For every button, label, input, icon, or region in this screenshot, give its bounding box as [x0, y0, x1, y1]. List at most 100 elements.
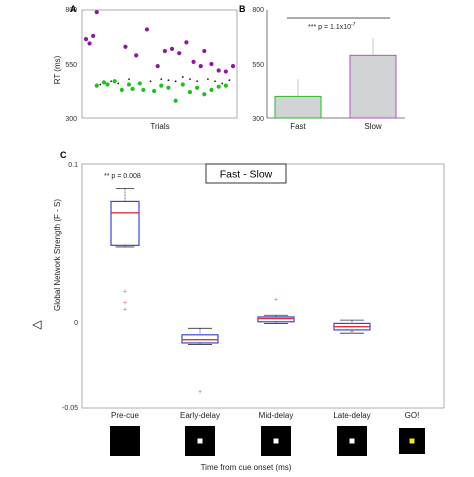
outlier-point: +	[123, 288, 127, 295]
scatter-point	[184, 40, 189, 45]
scatter-point	[180, 82, 185, 87]
panel-b-annotation: *** p = 1.1x10-7	[308, 22, 356, 31]
scatter-point	[166, 85, 171, 90]
scatter-point	[209, 87, 214, 93]
panel-a-ytick: 300	[65, 116, 77, 123]
category-label: GO!	[405, 411, 420, 420]
scatter-point	[198, 64, 203, 69]
panel-c-categories: Pre-cue Early-delay Mid-delay Late-delay…	[111, 411, 419, 420]
category-label: Pre-cue	[111, 411, 140, 420]
category-label: Late-delay	[333, 411, 370, 420]
panel-b-xtick-slow: Slow	[364, 122, 382, 131]
panel-a-xlabel: Trials	[150, 122, 169, 131]
scatter-point	[221, 82, 224, 85]
outlier-point: +	[123, 300, 127, 307]
bar	[349, 54, 397, 119]
outlier-point: +	[274, 297, 278, 304]
scatter-point	[216, 84, 221, 89]
scatter-point	[223, 83, 228, 88]
box	[181, 334, 219, 344]
scatter-point	[189, 78, 191, 81]
scatter-point	[174, 80, 177, 83]
stimulus-icons	[110, 426, 425, 456]
panel-a-ylabel: RT (ms)	[53, 55, 62, 84]
delta-symbol: △	[29, 320, 43, 330]
scatter-point	[130, 86, 135, 91]
scatter-point	[207, 78, 209, 81]
scatter-point	[149, 80, 152, 83]
scatter-point	[196, 80, 199, 83]
panel-c-ytick: 0	[74, 320, 78, 327]
scatter-point	[169, 46, 175, 51]
scatter-point	[126, 82, 132, 87]
fixation-dot	[273, 438, 279, 444]
scatter-point	[94, 83, 99, 88]
panel-c-title: Fast - Slow	[220, 169, 273, 181]
bar	[274, 95, 322, 119]
scatter-point	[105, 82, 110, 87]
outlier-point: +	[198, 389, 202, 396]
scatter-point	[177, 51, 182, 56]
scatter-point	[216, 68, 221, 73]
fixation-dot	[197, 438, 203, 444]
scatter-point	[195, 85, 200, 90]
scatter-point	[134, 53, 139, 58]
scatter-point	[155, 64, 160, 69]
panel-a-letter: A	[70, 4, 77, 14]
category-label: Mid-delay	[259, 411, 294, 420]
scatter-point	[83, 37, 89, 42]
scatter-point	[230, 64, 236, 69]
panel-b-letter: B	[239, 4, 246, 14]
scatter-point	[181, 76, 184, 78]
scatter-point	[141, 87, 146, 93]
panel-b-ytick: 550	[252, 62, 264, 69]
panel-b-ytick: 800	[252, 7, 264, 14]
scatter-point	[94, 10, 99, 15]
panel-b-bars	[274, 38, 397, 119]
scatter-point	[223, 69, 228, 74]
fixation-dot	[409, 438, 415, 444]
scatter-point	[112, 79, 117, 84]
scatter-point	[91, 33, 96, 39]
box	[110, 200, 140, 246]
panel-c: C 0.1 0 -0.05 Global Network Strength (F…	[29, 150, 445, 472]
scatter-point	[159, 83, 164, 88]
panel-c-letter: C	[60, 150, 67, 160]
panel-b-ytick: 300	[252, 116, 264, 123]
scatter-point	[137, 81, 142, 86]
scatter-point	[152, 88, 157, 94]
scatter-point	[167, 79, 170, 82]
scatter-point	[119, 87, 124, 93]
scatter-point	[214, 80, 216, 83]
scatter-point	[117, 82, 120, 85]
panel-a: A 800 550 300 RT (ms) Trials	[53, 4, 238, 131]
panel-b-xtick-fast: Fast	[290, 122, 306, 131]
panel-a-frame	[81, 9, 238, 119]
outlier-point: +	[123, 306, 127, 313]
scatter-point	[191, 59, 196, 64]
scatter-point	[87, 41, 92, 46]
panel-a-points	[83, 10, 236, 103]
scatter-point	[202, 92, 207, 97]
category-label: Early-delay	[180, 411, 220, 420]
scatter-point	[101, 80, 107, 85]
scatter-point	[209, 61, 214, 67]
scatter-point	[123, 44, 128, 49]
box	[257, 316, 295, 323]
scatter-point	[228, 79, 231, 82]
scatter-point	[162, 48, 167, 54]
panel-c-ytick: 0.1	[68, 162, 78, 169]
scatter-point	[160, 78, 163, 81]
panel-c-ytick: -0.05	[62, 405, 78, 412]
stimulus-square	[110, 426, 140, 456]
fixation-dot	[349, 438, 355, 444]
panel-c-title-box	[205, 163, 287, 184]
scatter-point	[144, 27, 150, 32]
panel-c-frame	[81, 163, 445, 409]
scatter-point	[187, 89, 193, 95]
scatter-point	[128, 78, 130, 81]
panel-c-boxes: ++++++	[110, 187, 371, 396]
outlier-point: +	[350, 329, 354, 336]
panel-a-ytick: 550	[65, 62, 77, 69]
